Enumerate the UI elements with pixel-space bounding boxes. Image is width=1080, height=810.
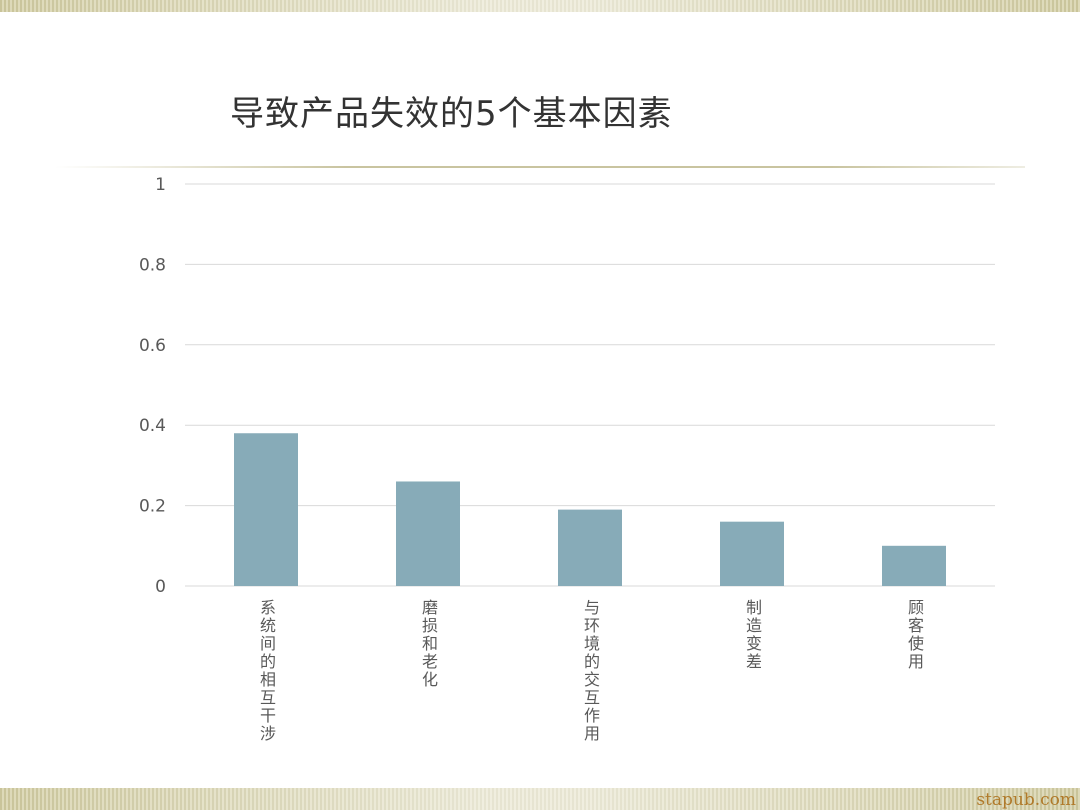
bar bbox=[882, 545, 946, 586]
y-tick-label: 0.8 bbox=[139, 255, 166, 275]
y-tick-label: 1 bbox=[155, 175, 166, 195]
bottom-decorative-band bbox=[0, 788, 1080, 810]
top-decorative-band bbox=[0, 0, 1080, 12]
bar bbox=[720, 521, 784, 586]
x-category-label: 与环境的交互作用 bbox=[584, 598, 600, 743]
bar bbox=[558, 509, 622, 586]
watermark: stapub.com bbox=[976, 790, 1076, 810]
y-tick-label: 0.6 bbox=[139, 336, 166, 356]
y-tick-label: 0 bbox=[155, 577, 166, 597]
x-category-label: 制造变差 bbox=[746, 598, 762, 671]
bar bbox=[234, 433, 298, 586]
bar bbox=[396, 481, 460, 586]
slide-title: 导致产品失效的5个基本因素 bbox=[230, 94, 673, 134]
y-tick-label: 0.2 bbox=[139, 497, 166, 517]
y-tick-label: 0.4 bbox=[139, 416, 166, 436]
x-category-label: 系统间的相互干涉 bbox=[260, 598, 276, 743]
x-category-label: 磨损和老化 bbox=[422, 598, 438, 689]
x-category-label: 顾客使用 bbox=[908, 598, 924, 671]
title-divider bbox=[55, 166, 1025, 168]
